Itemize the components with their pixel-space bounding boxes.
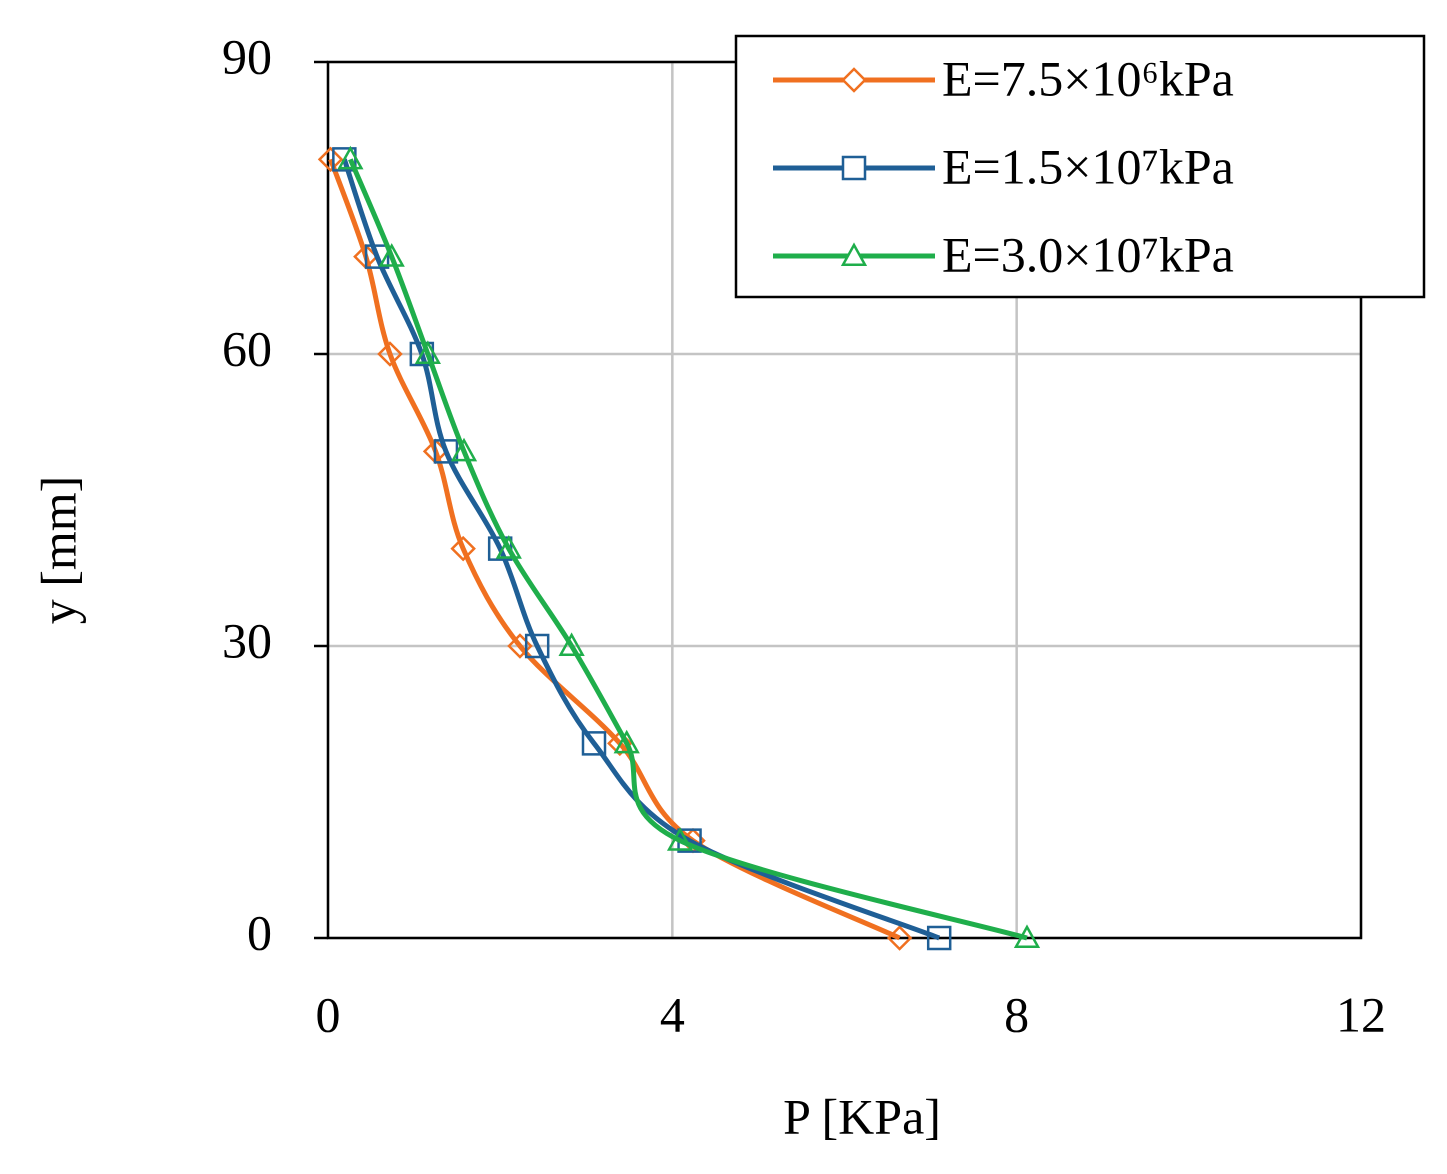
legend-label: E=1.5×10⁷kPa: [942, 138, 1234, 194]
data-point: [317, 146, 344, 173]
x-tick-label: 0: [316, 986, 341, 1042]
data-point: [414, 340, 441, 365]
data-point: [337, 145, 364, 170]
data-point: [926, 925, 952, 951]
legend-marker: [841, 155, 867, 181]
data-point: [613, 729, 640, 754]
y-tick-label: 0: [247, 904, 272, 960]
data-point: [364, 244, 390, 269]
data-point: [450, 535, 476, 562]
y-tick-label: 90: [222, 28, 272, 84]
legend-marker: [841, 67, 867, 93]
data-point: [1013, 924, 1041, 949]
y-tick-label: 30: [222, 612, 272, 668]
data-point: [495, 535, 522, 559]
data-point: [377, 341, 403, 367]
x-tick-label: 12: [1336, 986, 1386, 1042]
data-point: [666, 827, 694, 851]
data-point: [450, 437, 478, 462]
x-axis-label: P [KPa]: [783, 1088, 941, 1144]
y-tick-label: 60: [222, 320, 272, 376]
legend-marker: [840, 242, 868, 267]
legend-label: E=3.0×10⁷kPa: [942, 226, 1234, 282]
data-point: [378, 243, 405, 267]
series-line: [341, 158, 941, 941]
legend-label: E=7.5×10⁶kPa: [942, 50, 1234, 106]
series-line: [348, 158, 1028, 941]
data-point: [524, 633, 550, 659]
data-point: [886, 925, 913, 951]
data-point: [558, 632, 585, 657]
data-point: [581, 731, 607, 756]
x-tick-label: 8: [1004, 986, 1029, 1042]
x-tick-label: 4: [660, 986, 685, 1042]
y-axis-label: y [mm]: [30, 476, 86, 625]
data-point: [433, 439, 459, 464]
